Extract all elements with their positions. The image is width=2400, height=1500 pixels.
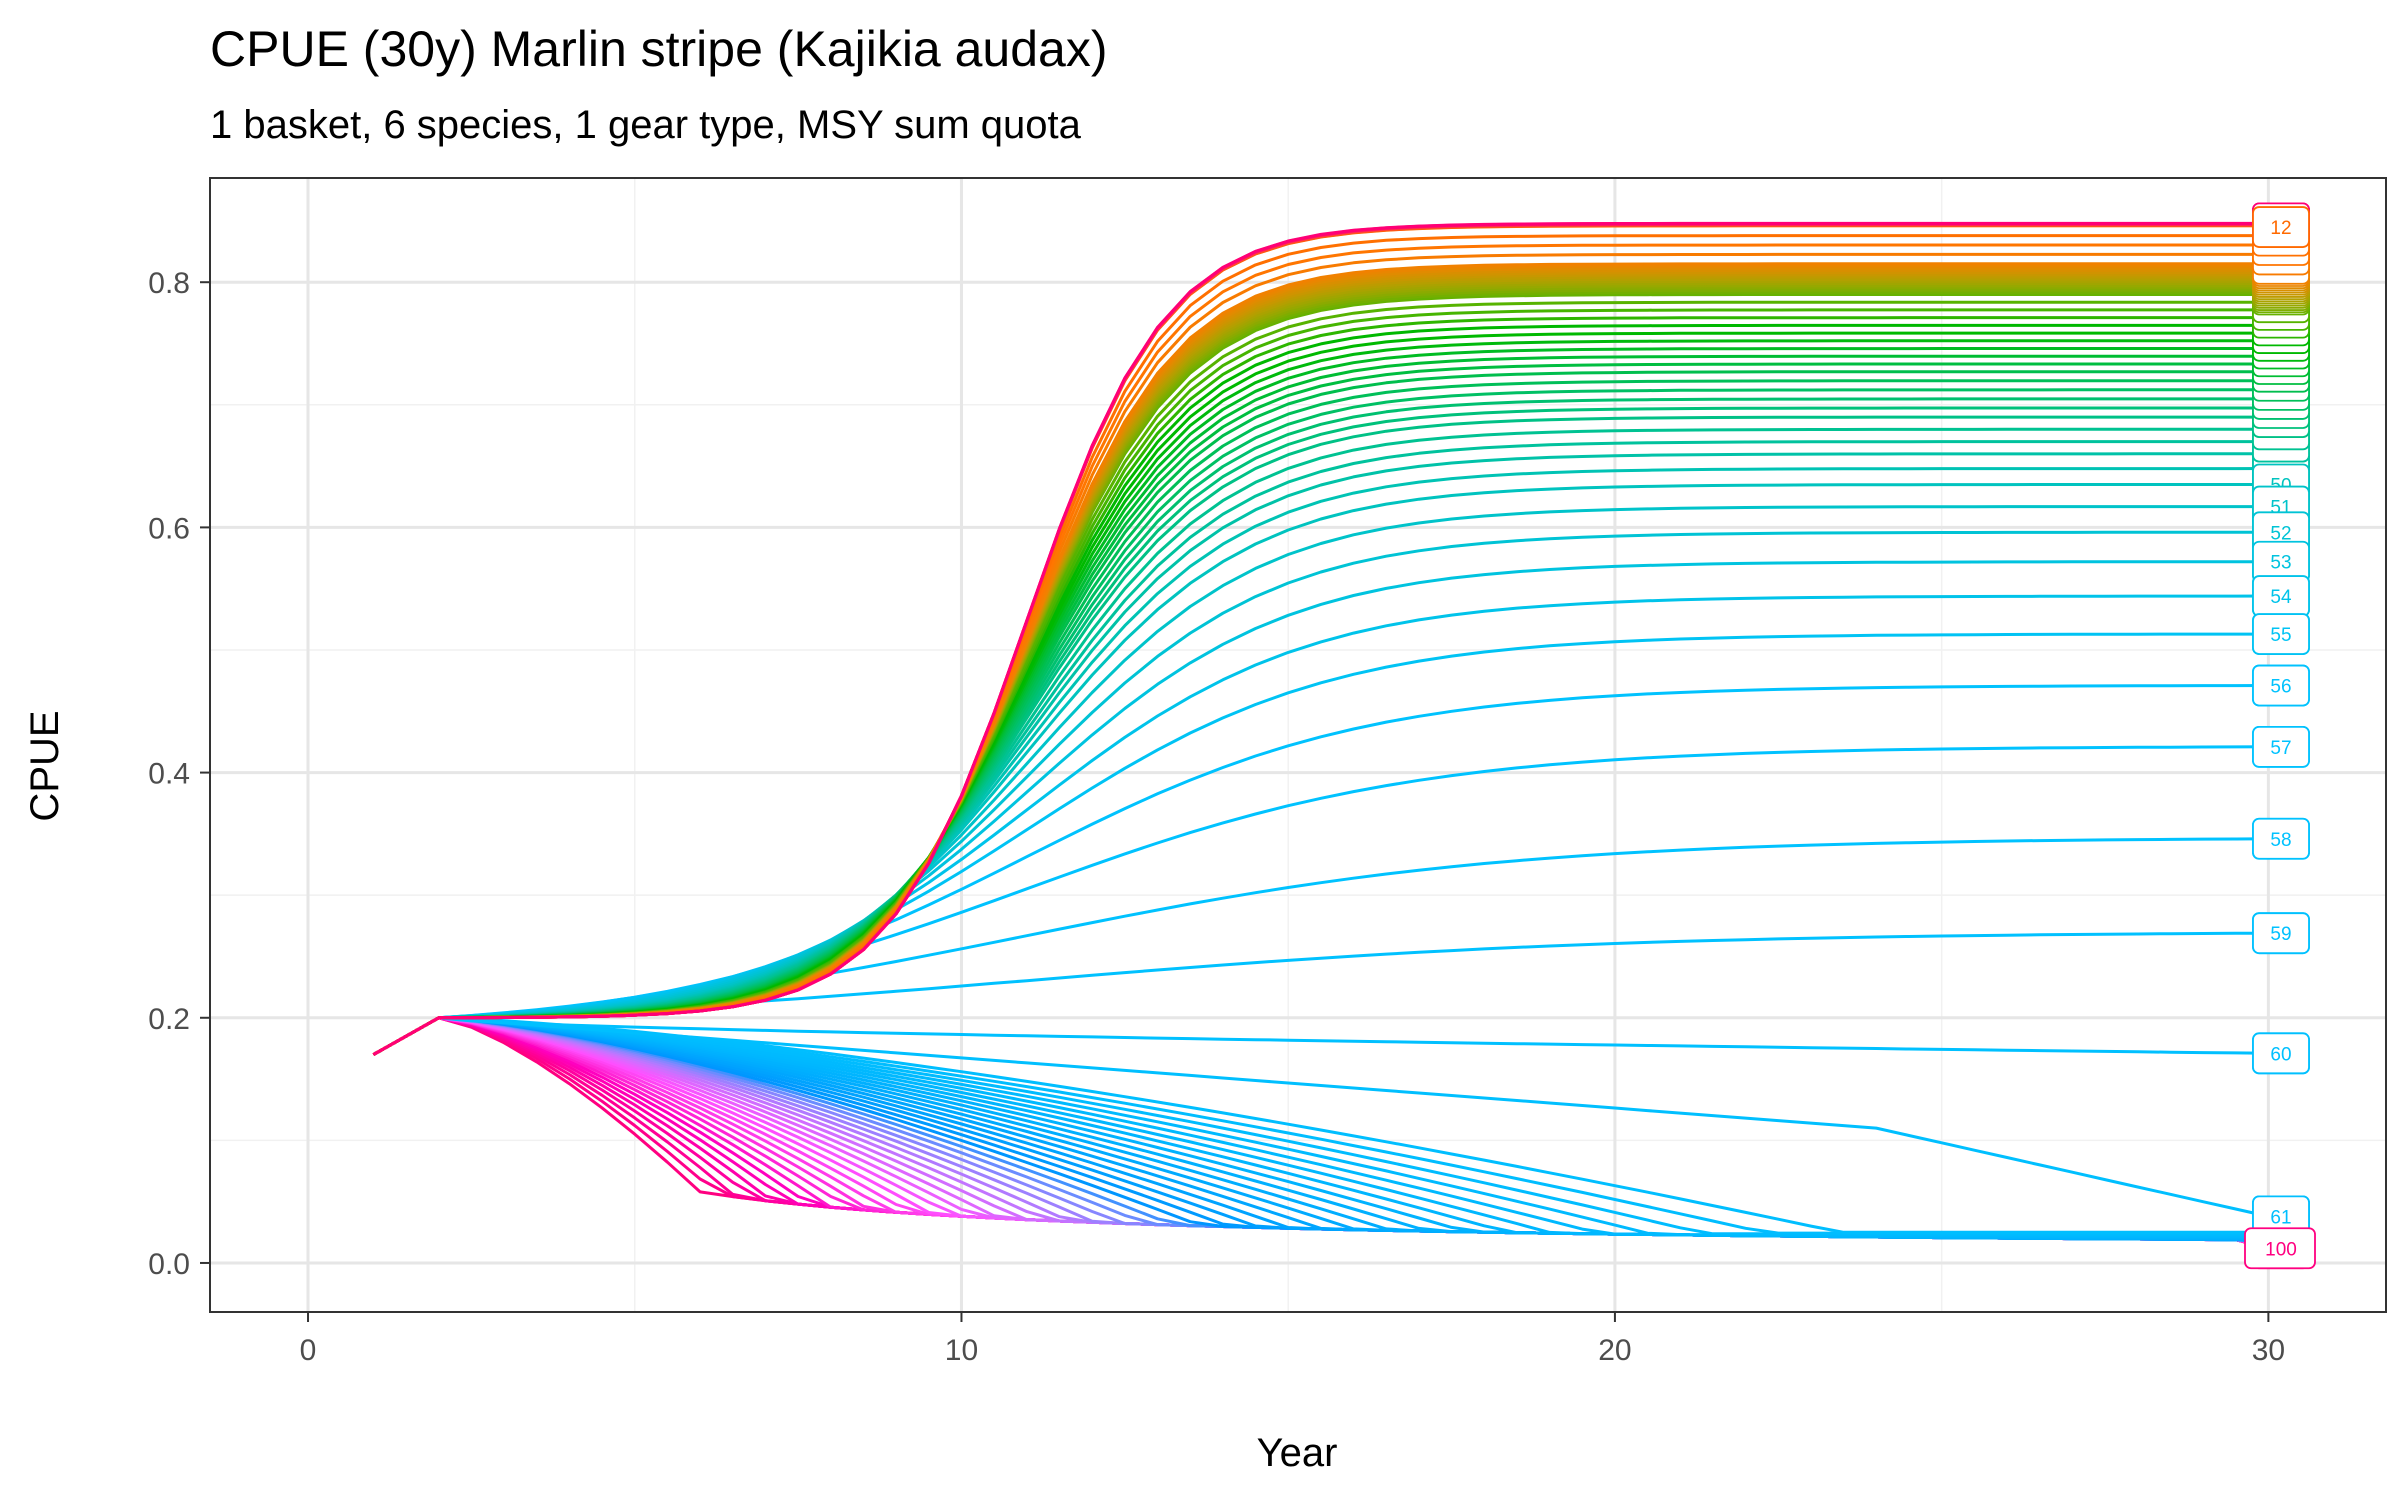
end-label-box — [2252, 1032, 2310, 1075]
end-label-box — [2252, 912, 2310, 955]
end-label-text: 57 — [2270, 738, 2291, 759]
end-label-box — [2252, 664, 2310, 707]
end-label-text: 61 — [2270, 1207, 2291, 1228]
axes: 0 10 20 30 0.0 0.2 0.4 0.6 0.8 — [148, 267, 2285, 1367]
series-line — [372, 379, 2269, 1056]
series-line — [372, 1016, 2269, 1218]
end-labels: 12505152535455565758596061100 — [2244, 202, 2316, 1270]
end-label-box — [2252, 206, 2310, 248]
series-line — [372, 530, 2269, 1056]
end-label-text: 60 — [2270, 1044, 2291, 1065]
x-tick-label: 0 — [300, 1334, 317, 1367]
end-label-text: 52 — [2270, 523, 2291, 544]
end-label-text: 55 — [2270, 625, 2291, 646]
x-axis-title: Year — [1257, 1431, 1338, 1475]
end-label-box — [2252, 725, 2310, 768]
chart-subtitle: 1 basket, 6 species, 1 gear type, MSY su… — [210, 103, 1082, 147]
series-line — [372, 483, 2269, 1056]
series-line — [372, 221, 2269, 1056]
y-tick-label: 0.4 — [148, 758, 190, 791]
series-line — [372, 467, 2269, 1056]
x-tick-label: 10 — [945, 1334, 978, 1367]
end-label-box — [2244, 1227, 2316, 1270]
series-line — [372, 284, 2269, 1056]
end-label-text: 100 — [2265, 1239, 2297, 1260]
x-tick-label: 30 — [2252, 1334, 2285, 1367]
series-line — [372, 273, 2269, 1056]
y-tick-label: 0.6 — [148, 512, 190, 545]
end-label-text: 54 — [2270, 587, 2292, 608]
series-line — [372, 594, 2269, 1056]
y-axis-title: CPUE — [23, 710, 67, 821]
end-label-text: 56 — [2270, 677, 2291, 698]
series-line — [372, 388, 2269, 1056]
series-line — [372, 560, 2269, 1056]
series-line — [372, 397, 2269, 1056]
end-label-box — [2252, 613, 2310, 655]
series-line — [372, 427, 2269, 1056]
series-lines — [372, 221, 2269, 1250]
end-label-text: 59 — [2270, 924, 2291, 945]
series-line — [372, 837, 2269, 1056]
x-tick-label: 20 — [1598, 1334, 1631, 1367]
y-tick-label: 0.8 — [148, 267, 190, 300]
chart-title: CPUE (30y) Marlin stripe (Kajikia audax) — [210, 21, 1108, 77]
series-line — [372, 632, 2269, 1056]
series-line — [372, 1016, 2269, 1056]
y-tick-label: 0.2 — [148, 1003, 190, 1036]
series-line — [372, 505, 2269, 1056]
series-line — [372, 370, 2269, 1056]
end-label-text: 53 — [2270, 553, 2291, 574]
series-line — [372, 234, 2269, 1056]
series-line — [372, 279, 2269, 1056]
series-line — [372, 354, 2269, 1056]
end-label-text: 12 — [2270, 218, 2291, 239]
series-line — [372, 339, 2269, 1056]
series-line — [372, 224, 2269, 1056]
end-label-box — [2252, 817, 2310, 860]
plot-panel-border — [209, 177, 2387, 1313]
end-label-text: 58 — [2270, 830, 2291, 851]
y-tick-label: 0.0 — [148, 1248, 190, 1281]
